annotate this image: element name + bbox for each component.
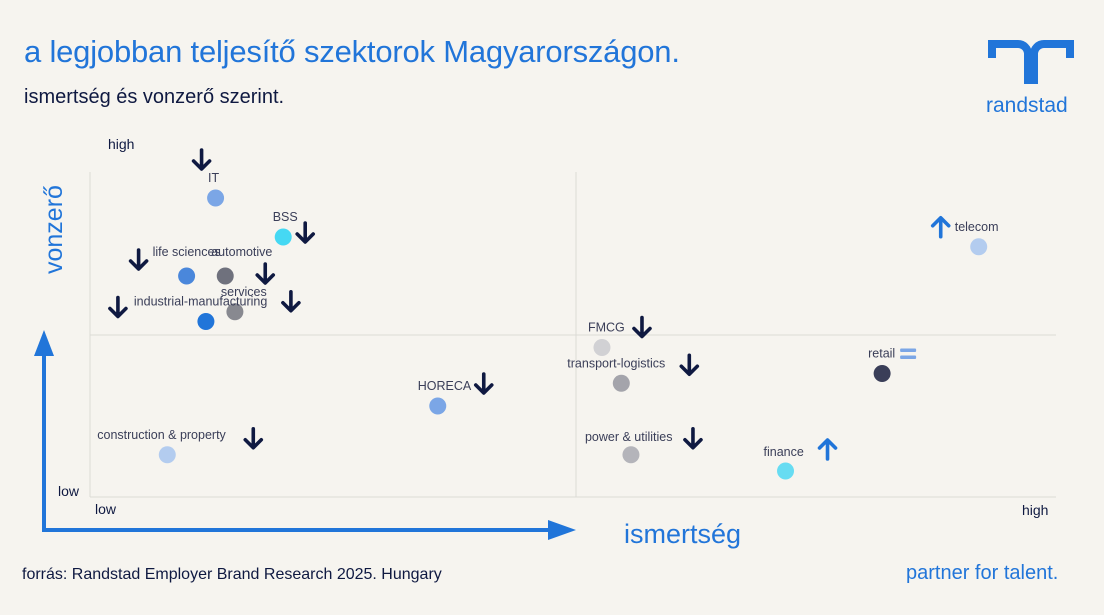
trend-down-icon [255,262,276,285]
brand-name: randstad [986,94,1068,117]
point-label: IT [208,171,219,185]
data-point [777,462,795,480]
page-subtitle: ismertség és vonzerő szerint. [24,86,285,108]
trend-up-icon [817,438,838,461]
point-label: finance [764,445,804,459]
x-axis-label: ismertség [624,519,741,549]
data-point [158,446,176,464]
data-point [197,313,215,330]
y-tick-low: low [58,483,80,499]
data-point [207,189,225,207]
y-axis-label: vonzerő [40,185,68,274]
trend-down-icon [679,353,700,377]
trend-down-icon [295,221,315,244]
data-point [873,365,891,382]
y-tick-high: high [108,136,134,152]
x-axis-arrow-icon [548,520,576,540]
trend-down-icon [243,426,264,450]
trend-down-icon [632,315,652,339]
trend-equal-icon [900,348,917,359]
brand-tagline: partner for talent. [906,562,1059,584]
x-tick-high: high [1022,502,1048,518]
trend-down-icon [281,289,301,313]
x-tick-low: low [95,501,117,517]
trend-down-icon [108,295,128,319]
trend-down-icon [473,372,494,395]
point-label: life sciences [153,245,221,259]
trend-down-icon [683,426,703,450]
data-point [216,267,234,285]
page-title: a legjobban teljesítő szektorok Magyaror… [24,34,680,69]
data-point [622,446,640,464]
point-label: BSS [273,210,298,224]
source-note: forrás: Randstad Employer Brand Research… [22,566,442,583]
data-point [612,374,630,392]
point-label: power & utilities [585,430,673,444]
y-axis-arrow-icon [34,330,54,356]
trend-up-icon [930,215,951,239]
point-label: FMCG [588,321,625,335]
randstad-logo-icon [988,40,1074,84]
point-label: services [221,285,267,299]
data-point [429,397,447,415]
point-label: automotive [211,245,272,259]
point-label: construction & property [97,428,226,442]
data-point [274,228,292,246]
data-point [970,238,988,256]
point-label: industrial-manufacturing [134,295,267,309]
trend-down-icon [128,248,149,271]
data-point [226,303,244,321]
trend-down-icon [191,148,212,171]
data-point [593,339,611,356]
point-label: transport-logistics [567,356,665,370]
point-label: retail [868,347,895,361]
point-label: HORECA [418,379,472,393]
data-point [178,267,196,285]
point-label: telecom [955,220,999,234]
